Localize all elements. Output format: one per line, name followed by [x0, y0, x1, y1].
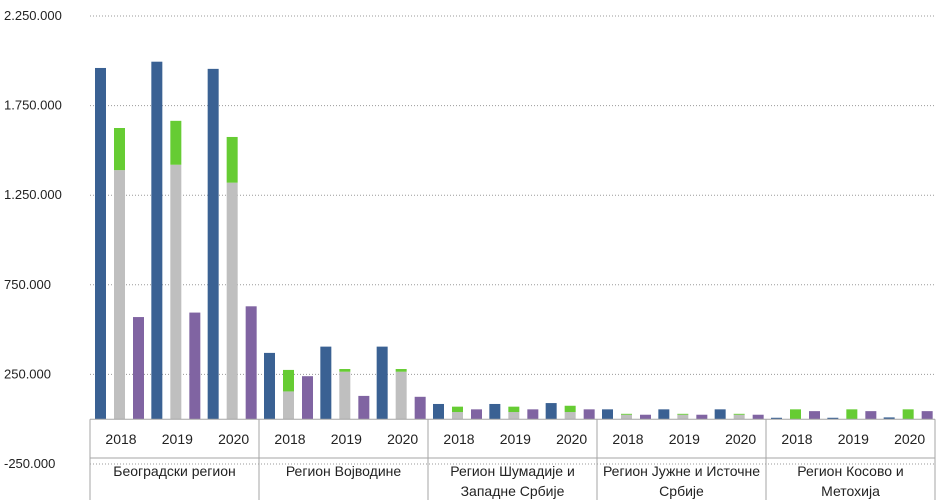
x-tick-year: 2018 — [612, 431, 643, 447]
x-axis: 2018 2019 2020 Београдски регион 2018 2019 202… — [89, 418, 936, 500]
bar-green — [114, 128, 125, 171]
bar-purple — [921, 411, 933, 420]
bar-purple — [809, 411, 820, 420]
y-axis-ticks: 2.250.000 1.750.000 1.250.000 750.000 250.00… — [4, 8, 62, 471]
bar-purple — [302, 376, 313, 420]
bar-blue — [658, 409, 670, 420]
bar-green — [339, 369, 351, 372]
bar-green — [902, 409, 914, 420]
bar-blue — [151, 61, 163, 420]
bar-purple — [527, 409, 539, 420]
bar-purple — [189, 312, 201, 420]
bar-green — [677, 413, 689, 415]
x-tick-region: Београдски регион — [113, 463, 235, 479]
x-tick-region: Регион Косово и — [797, 463, 904, 479]
x-tick-region: Регион Шумадије и — [450, 463, 575, 479]
x-tick-region: Регион Јужне и Источне — [603, 463, 760, 479]
bar-purple — [358, 395, 370, 420]
bar-blue — [489, 403, 501, 420]
y-tick-label: 1.250.000 — [4, 187, 62, 202]
bar-green — [733, 413, 745, 415]
bar-gray — [114, 170, 125, 420]
bar-purple — [640, 414, 651, 420]
x-tick-year: 2018 — [443, 431, 474, 447]
bar-gray — [733, 414, 745, 420]
x-tick-year: 2020 — [556, 431, 587, 447]
bar-purple — [583, 409, 595, 420]
bar-green — [846, 409, 858, 420]
bars — [95, 61, 933, 420]
bar-blue — [95, 67, 106, 420]
bar-gray — [452, 412, 463, 420]
bar-green — [790, 409, 801, 420]
bar-blue — [264, 352, 275, 420]
bar-blue — [433, 403, 444, 420]
bar-blue — [207, 68, 219, 420]
x-tick-year: 2020 — [218, 431, 249, 447]
bar-green — [564, 405, 576, 413]
bar-green — [170, 120, 182, 165]
y-tick-label: 750.000 — [4, 277, 51, 292]
bar-blue — [771, 417, 782, 420]
y-tick-label: 250.000 — [4, 366, 51, 381]
bar-purple — [471, 409, 482, 420]
x-tick-year: 2019 — [331, 431, 362, 447]
bar-blue — [376, 346, 388, 420]
x-tick-year: 2020 — [894, 431, 925, 447]
bar-blue — [320, 346, 332, 420]
bar-purple — [414, 396, 426, 420]
x-tick-year: 2020 — [725, 431, 756, 447]
bar-green — [283, 369, 294, 392]
bar-gray — [677, 414, 689, 420]
bar-green — [508, 406, 520, 413]
x-tick-year: 2019 — [838, 431, 869, 447]
bar-gray — [564, 412, 576, 420]
bar-blue — [714, 409, 726, 420]
x-tick-year: 2020 — [387, 431, 418, 447]
bar-green — [395, 369, 407, 372]
x-tick-year: 2019 — [500, 431, 531, 447]
x-tick-region: Западне Србије — [461, 483, 565, 499]
bar-green — [452, 406, 463, 413]
y-tick-label: 2.250.000 — [4, 8, 62, 23]
bar-purple — [865, 411, 877, 420]
bar-gray — [283, 391, 294, 420]
bar-gray — [395, 371, 407, 420]
y-tick-label: -250.000 — [4, 456, 55, 471]
x-tick-year: 2019 — [162, 431, 193, 447]
bar-gray — [226, 182, 238, 420]
bar-gray — [508, 412, 520, 420]
bar-blue — [827, 417, 839, 420]
x-tick-year: 2018 — [781, 431, 812, 447]
bar-gray — [170, 164, 182, 420]
bar-purple — [133, 317, 144, 420]
bar-blue — [545, 403, 557, 420]
x-tick-region: Србије — [659, 483, 704, 499]
bar-green — [226, 136, 238, 183]
bar-blue — [883, 417, 895, 420]
bar-purple — [245, 306, 257, 420]
bar-purple — [752, 414, 764, 420]
bar-gray — [339, 371, 351, 420]
x-tick-year: 2018 — [105, 431, 136, 447]
bar-blue — [602, 409, 613, 420]
x-tick-region: Регион Војводине — [286, 463, 402, 479]
bar-green — [621, 413, 632, 415]
y-tick-label: 1.750.000 — [4, 98, 62, 113]
x-tick-region: Метохија — [821, 483, 880, 499]
x-tick-year: 2019 — [669, 431, 700, 447]
bar-gray — [621, 414, 632, 420]
x-tick-year: 2018 — [274, 431, 305, 447]
bar-purple — [696, 414, 708, 420]
